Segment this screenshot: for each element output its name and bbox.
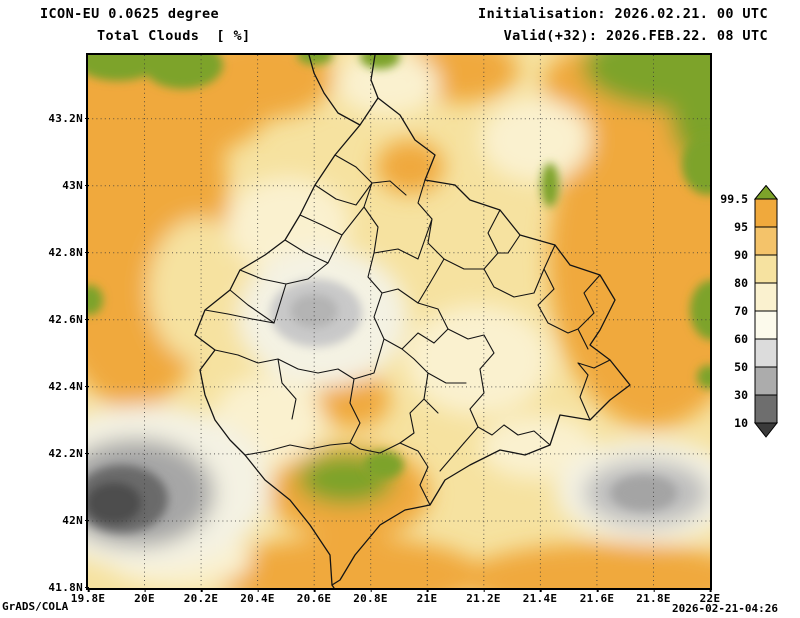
x-tick-label: 21.2E [466,588,501,605]
colorbar-segment [754,198,778,228]
grads-credit: GrADS/COLA [2,600,69,613]
variable-title: Total Clouds [ %] [97,28,251,44]
valid-time: Valid(+32): 2026.FEB.22. 08 UTC [503,28,768,44]
y-tick-label: 42.8N [48,246,89,259]
country-border [194,97,631,586]
y-tick-label: 42.6N [48,313,89,326]
external-borders [308,55,379,588]
y-tick-label: 42.2N [48,447,89,460]
y-tick-label: 43.2N [48,112,89,125]
x-tick-label: 21.6E [579,588,615,605]
colorbar-segment [754,226,778,256]
colorbar-segment [754,338,778,368]
x-tick-label: 19.8E [70,588,106,605]
cloud-field-detail-layer [88,55,710,533]
colorbar-label: 99.5 [720,192,748,206]
grid-lines [88,55,710,588]
model-title: ICON-EU 0.0625 degree [40,6,220,22]
y-tick-label: 42.4N [48,380,89,393]
colorbar-label: 10 [734,416,748,430]
y-tick-label: 42N [62,514,89,527]
colorbar-label: 70 [734,304,748,318]
x-tick-label: 21.8E [636,588,671,605]
x-tick-label: 21.4E [522,588,558,605]
x-tick-label: 20E [134,588,155,605]
y-tick-label: 43N [62,179,89,192]
border-layer [194,55,631,588]
colorbar-max-arrow [754,185,778,200]
x-tick-label: 22E [699,588,721,605]
colorbar-segment [754,282,778,312]
cloud-field-layer [88,55,710,588]
colorbar-label: 30 [734,388,748,402]
colorbar-min-arrow [754,422,778,438]
map-frame [86,53,712,590]
cloud-cover-map [88,55,710,588]
colorbar-segment [754,366,778,396]
colorbar-label: 90 [734,248,748,262]
y-tick-label: 41.8N [48,581,89,594]
generation-timestamp: 2026-02-21-04:26 [672,602,778,615]
colorbar-label: 50 [734,360,748,374]
x-tick-label: 20.8E [353,588,388,605]
initialisation-time: Initialisation: 2026.02.21. 00 UTC [478,6,768,22]
colorbar [754,185,778,438]
colorbar-label: 95 [734,220,748,234]
colorbar-label: 80 [734,276,748,290]
colorbar-segment [754,310,778,340]
x-tick-label: 20.2E [183,588,219,605]
x-tick-label: 21E [416,588,438,605]
colorbar-segment [754,254,778,284]
colorbar-label: 60 [734,332,748,346]
x-tick-label: 20.4E [240,588,275,605]
x-tick-label: 20.6E [296,588,332,605]
colorbar-segment [754,394,778,424]
